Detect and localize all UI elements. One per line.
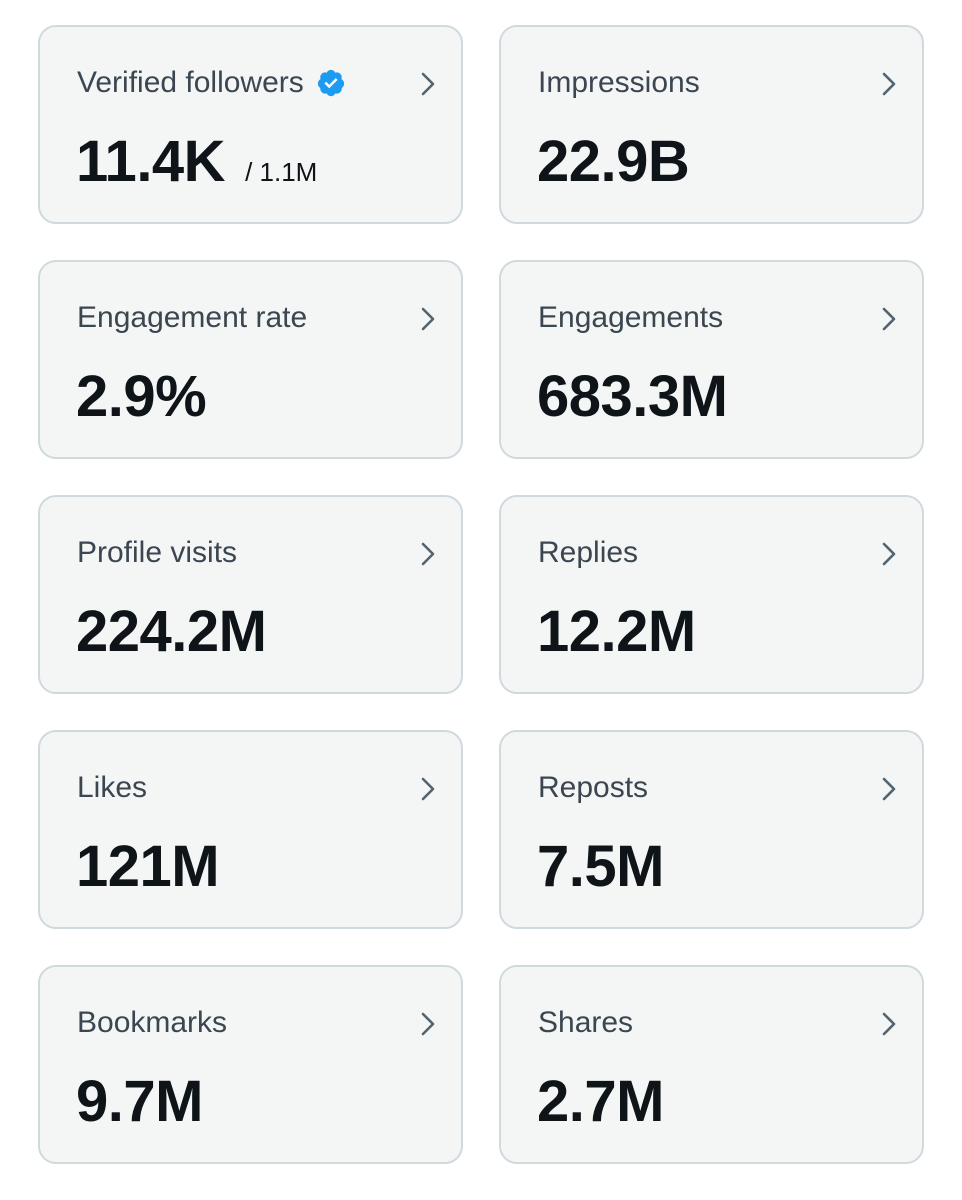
chevron-right-icon[interactable] [417,306,439,332]
metric-card-engagements[interactable]: Engagements 683.3M [499,260,924,459]
metric-label: Replies [538,536,639,569]
metric-value: 7.5M [537,834,664,899]
metric-value: 22.9B [537,129,690,194]
metric-card-replies[interactable]: Replies 12.2M [499,495,924,694]
chevron-right-icon[interactable] [417,1011,439,1037]
metric-card-engagement-rate[interactable]: Engagement rate 2.9% [38,260,463,459]
metric-card-bookmarks[interactable]: Bookmarks 9.7M [38,965,463,1164]
metric-label-wrap: Verified followers [77,65,346,101]
chevron-right-icon[interactable] [878,541,900,567]
chevron-right-icon[interactable] [878,306,900,332]
metric-card-verified-followers[interactable]: Verified followers 11.4K / 1.1M [38,25,463,224]
metric-label: Engagement rate [77,301,308,334]
metric-value: 224.2M [76,599,267,664]
metric-total: / 1.1M [245,157,318,187]
metric-card-shares[interactable]: Shares 2.7M [499,965,924,1164]
metric-card-impressions[interactable]: Impressions 22.9B [499,25,924,224]
metric-value: 12.2M [537,599,696,664]
metric-card-profile-visits[interactable]: Profile visits 224.2M [38,495,463,694]
metric-value: 2.7M [537,1069,664,1134]
chevron-right-icon[interactable] [878,776,900,802]
metric-label: Verified followers [77,66,304,99]
metric-value: 9.7M [76,1069,203,1134]
metric-card-reposts[interactable]: Reposts 7.5M [499,730,924,929]
chevron-right-icon[interactable] [417,776,439,802]
metric-label: Reposts [538,771,649,804]
metrics-grid: Verified followers 11.4K / 1.1M Impressio… [38,25,924,1164]
metric-value: 11.4K [76,129,226,194]
metric-value-wrap: 11.4K / 1.1M [76,129,317,205]
chevron-right-icon[interactable] [878,71,900,97]
chevron-right-icon[interactable] [878,1011,900,1037]
verified-badge-icon [317,69,344,97]
metric-label: Impressions [538,66,700,99]
metric-label: Engagements [538,301,724,334]
metric-value: 121M [76,834,220,899]
metric-label: Shares [538,1006,634,1039]
metric-value: 2.9% [76,364,207,429]
metric-value: 683.3M [537,364,728,429]
metric-label: Likes [77,771,148,804]
chevron-right-icon[interactable] [417,71,439,97]
metric-label: Bookmarks [77,1006,228,1039]
chevron-right-icon[interactable] [417,541,439,567]
metric-card-likes[interactable]: Likes 121M [38,730,463,929]
metric-label: Profile visits [77,536,238,569]
